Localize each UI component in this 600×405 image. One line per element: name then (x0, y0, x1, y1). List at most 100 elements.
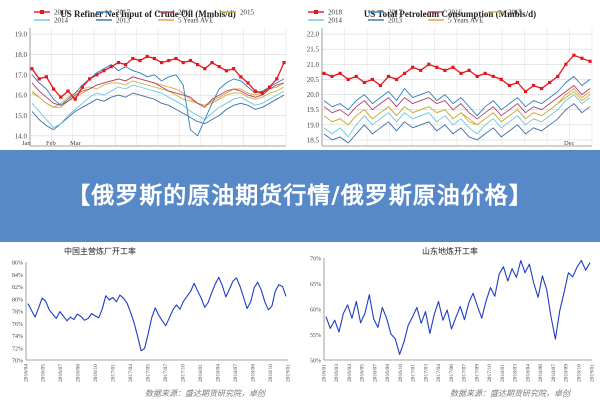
data-point (531, 83, 536, 88)
data-point (253, 89, 257, 93)
data-point (196, 63, 200, 67)
y-tick-label: 17.0 (15, 71, 28, 79)
legend-label: 2015 (508, 9, 523, 17)
data-point (467, 68, 471, 72)
y-tick-label: 20.5 (307, 76, 320, 84)
y-tick-label: 70% (310, 257, 321, 263)
y-tick-label: 19.5 (307, 106, 320, 114)
y-tick-label: 21.5 (307, 46, 320, 54)
chart-source-note: 数据来源：盛达期货研究院，卓创 (450, 389, 570, 398)
y-tick-label: 18.5 (307, 136, 320, 144)
data-point (483, 71, 487, 75)
x-tick-label: 2017/07 (462, 364, 468, 382)
data-point (203, 67, 207, 71)
y-tick-label: 15.0 (15, 112, 28, 120)
data-point (174, 56, 178, 61)
data-point (370, 77, 374, 82)
x-tick-label: 2018/07 (551, 364, 557, 382)
y-tick-label: 19.0 (307, 121, 320, 129)
data-point (73, 97, 77, 101)
petroleum-consumption-chart-panel: US Total Petroleum Consumption (Mmbls/d)… (300, 0, 600, 150)
data-point (580, 56, 584, 60)
chart-title: 山东地炼开工率 (422, 246, 478, 256)
y-tick-label: 86% (12, 261, 23, 267)
y-tick-label: 78% (12, 310, 23, 316)
shandong-refinery-rate-chart-panel: 山东地炼开工率 70% 65% 60% 55% 50% 2016/01 2016/03 2016… (300, 242, 600, 400)
title-banner: 【俄罗斯的原油期货行情/俄罗斯原油价格】 (0, 150, 600, 242)
x-tick-label: 2018/10 (577, 364, 583, 382)
y-tick-label: 74% (12, 334, 23, 340)
data-point (435, 65, 439, 69)
series-line-rate (325, 259, 591, 355)
legend-label: 2013 (116, 17, 131, 25)
x-tick-label: 2016/07 (372, 364, 378, 382)
x-tick-label: 2019/01 (589, 364, 595, 382)
data-point (52, 87, 56, 91)
x-tick-label: 2018/03 (513, 364, 519, 382)
data-point (37, 77, 41, 81)
data-point (515, 80, 520, 85)
y-tick-label: 84% (12, 273, 23, 279)
series-line-2016 (323, 85, 591, 120)
shandong-refinery-rate-chart: 山东地炼开工率 70% 65% 60% 55% 50%2016/01 2016/03 2016… (310, 246, 595, 382)
data-point (275, 77, 279, 81)
data-point (588, 59, 592, 63)
y-tick-label: 76% (12, 322, 23, 328)
y-tick-label: 21.0 (307, 61, 320, 69)
data-point (66, 89, 70, 93)
legend-label: 2015 (240, 9, 255, 17)
x-tick-label: 2018/08 (250, 364, 256, 382)
legend-label: 2016 (178, 9, 193, 17)
x-tick-label: 2018/01 (198, 364, 204, 382)
data-point (322, 71, 326, 75)
x-tick-label: 2018/01 (500, 364, 506, 382)
data-point (59, 95, 63, 99)
data-point (523, 89, 528, 94)
data-point (239, 75, 243, 79)
data-point (556, 74, 560, 79)
x-tick-label: 2017/03 (423, 364, 429, 382)
data-point (188, 58, 192, 63)
x-tick-label: 2017/10 (180, 364, 186, 382)
data-point (386, 74, 391, 79)
data-point (282, 60, 286, 65)
legend-label: 5 Years AVE (448, 17, 483, 25)
y-tick-label: 82% (12, 285, 23, 291)
data-point (346, 77, 350, 82)
data-point (224, 69, 228, 73)
data-point (145, 54, 149, 59)
y-tick-label: 19.0 (15, 31, 28, 39)
x-tick-label: 2017/04 (436, 364, 442, 382)
y-tick-label: 14.0 (15, 132, 28, 140)
y-tick-label: 65% (310, 282, 321, 288)
y-tick-label: 70% (12, 359, 23, 365)
data-point (354, 74, 358, 79)
y-tick-label: 72% (12, 346, 23, 352)
series-line-2014 (323, 94, 591, 138)
legend-label: 2014 (328, 17, 343, 25)
data-point (232, 67, 236, 71)
legend-label: 5 Years AVE (178, 17, 213, 25)
refiner-input-chart-panel: US Refiner Net Input of Crude Oil (Mmbls… (0, 0, 296, 150)
x-tick-label: 2018/09 (564, 364, 570, 382)
series-line-rate (27, 276, 287, 352)
legend-label: 2016 (448, 9, 463, 17)
data-point (548, 80, 552, 85)
y-tick-label: 22.0 (307, 31, 320, 39)
x-tick-label: Mar (70, 140, 82, 147)
data-point (138, 58, 142, 63)
series-line-2016 (31, 76, 285, 108)
data-point (451, 65, 455, 69)
chart-title: 中国主营炼厂开工率 (64, 246, 136, 256)
data-point (88, 77, 92, 81)
series-line-2013 (323, 103, 591, 144)
x-tick-label: 2018/04 (525, 364, 531, 382)
x-tick-label: 2017/01 (111, 364, 117, 382)
legend-label: 2013 (388, 17, 403, 25)
chart-title: US Total Petroleum Consumption (Mmbls/d) (364, 9, 536, 19)
series-line-2014 (31, 84, 285, 129)
x-tick-label: 2017/05 (146, 364, 152, 382)
x-tick-label: 2019/01 (285, 364, 291, 382)
x-tick-label: 2016/04 (23, 364, 29, 382)
x-tick-label: 2016/08 (76, 364, 82, 382)
